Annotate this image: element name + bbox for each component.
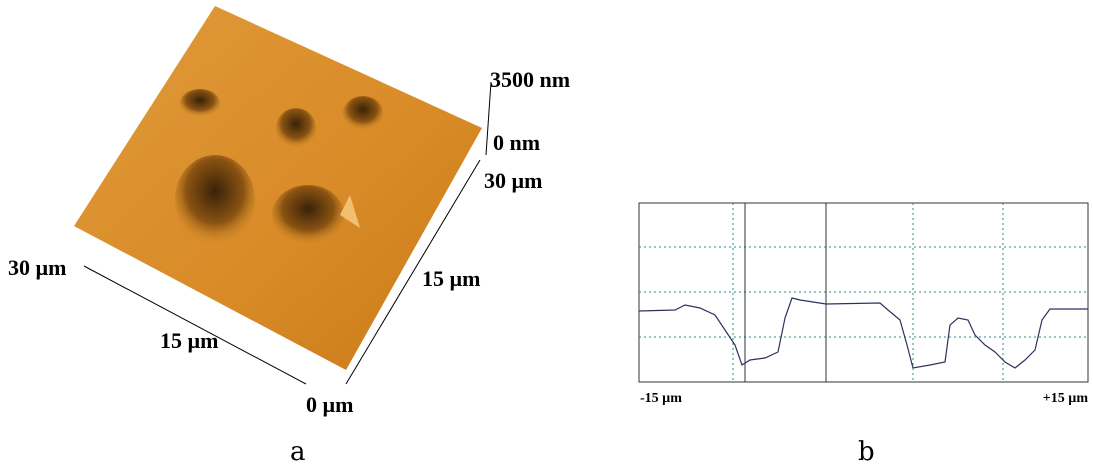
x-left-label: -15 µm — [640, 391, 682, 406]
right-axis-end: 30 µm — [484, 168, 543, 193]
caption: a — [290, 437, 306, 467]
afm-surface — [74, 6, 482, 370]
x-right-label: +15 µm — [1043, 391, 1089, 406]
left-axis-mid: 15 µm — [160, 328, 219, 353]
z-top-label: 3500 nm — [490, 67, 570, 92]
right-axis-mid: 15 µm — [422, 266, 481, 291]
z-bottom-label: 0 nm — [493, 130, 540, 155]
caption: b — [858, 437, 875, 467]
axes-3d — [83, 81, 492, 385]
origin-label: 0 µm — [306, 392, 354, 417]
left-axis-end: 30 µm — [8, 255, 67, 280]
profile-plot — [638, 202, 1089, 383]
